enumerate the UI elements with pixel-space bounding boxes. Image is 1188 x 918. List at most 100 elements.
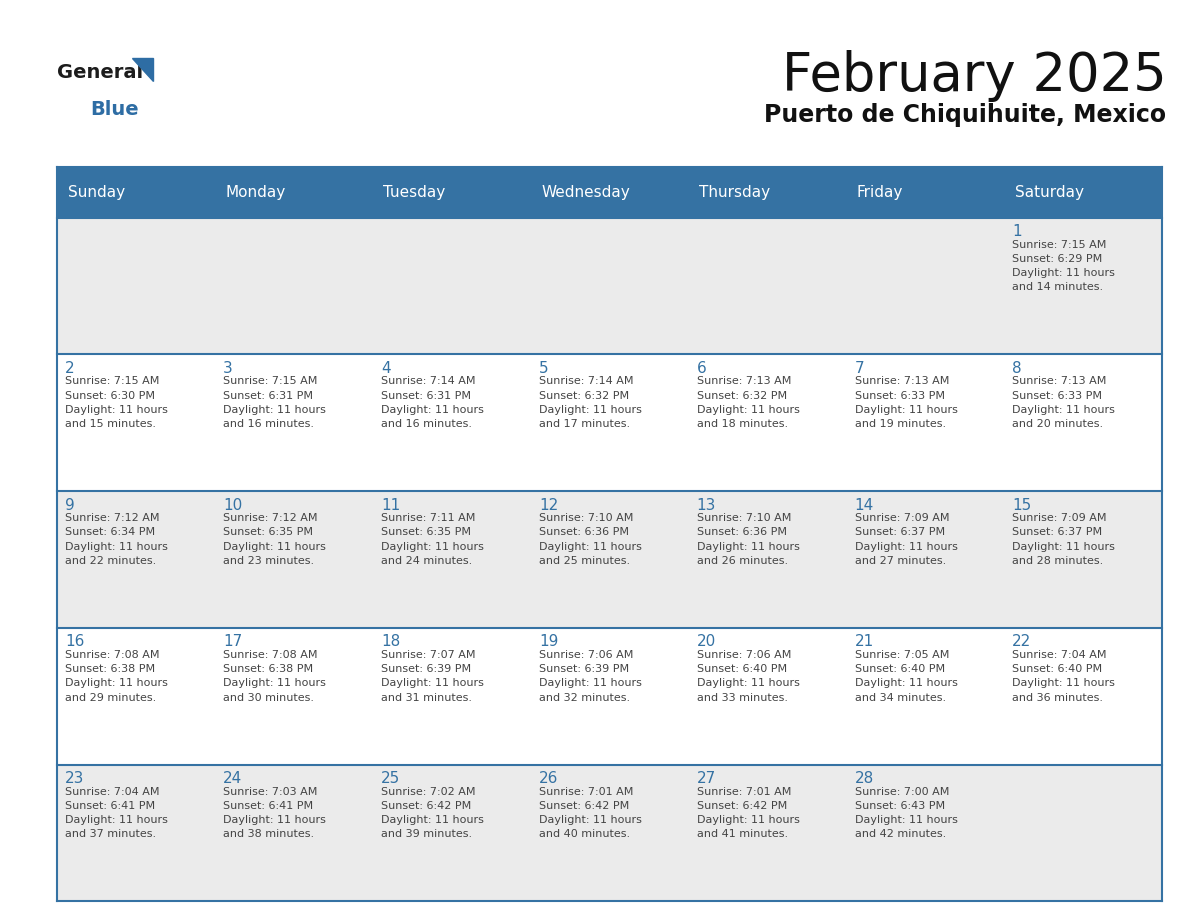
- Text: and 18 minutes.: and 18 minutes.: [696, 420, 788, 429]
- Text: and 37 minutes.: and 37 minutes.: [65, 830, 157, 839]
- Text: Daylight: 11 hours: Daylight: 11 hours: [854, 815, 958, 825]
- Text: 14: 14: [854, 498, 873, 512]
- Text: Daylight: 11 hours: Daylight: 11 hours: [65, 542, 169, 552]
- Text: 9: 9: [65, 498, 75, 512]
- Text: and 41 minutes.: and 41 minutes.: [696, 830, 788, 839]
- Text: Sunset: 6:42 PM: Sunset: 6:42 PM: [539, 800, 630, 811]
- Bar: [688, 167, 846, 218]
- Text: Sunset: 6:40 PM: Sunset: 6:40 PM: [1012, 665, 1102, 674]
- Text: 8: 8: [1012, 361, 1022, 375]
- Text: 12: 12: [539, 498, 558, 512]
- Text: Sunset: 6:31 PM: Sunset: 6:31 PM: [381, 391, 470, 400]
- Bar: [531, 167, 688, 218]
- Bar: [846, 167, 1004, 218]
- Bar: [57, 765, 1162, 901]
- Text: and 32 minutes.: and 32 minutes.: [539, 692, 630, 702]
- Text: and 24 minutes.: and 24 minutes.: [381, 556, 473, 565]
- Text: Daylight: 11 hours: Daylight: 11 hours: [381, 542, 484, 552]
- Text: 5: 5: [539, 361, 549, 375]
- Text: Sunset: 6:37 PM: Sunset: 6:37 PM: [1012, 527, 1102, 537]
- Text: Daylight: 11 hours: Daylight: 11 hours: [223, 815, 326, 825]
- Text: 22: 22: [1012, 634, 1031, 649]
- Text: 28: 28: [854, 771, 873, 786]
- Text: Sunset: 6:32 PM: Sunset: 6:32 PM: [696, 391, 786, 400]
- Text: and 22 minutes.: and 22 minutes.: [65, 556, 157, 565]
- Bar: [57, 167, 215, 218]
- Text: 19: 19: [539, 634, 558, 649]
- Text: Sunset: 6:38 PM: Sunset: 6:38 PM: [223, 665, 314, 674]
- Text: Daylight: 11 hours: Daylight: 11 hours: [65, 678, 169, 688]
- Text: Daylight: 11 hours: Daylight: 11 hours: [854, 678, 958, 688]
- Text: Sunrise: 7:13 AM: Sunrise: 7:13 AM: [696, 376, 791, 386]
- Text: Sunrise: 7:14 AM: Sunrise: 7:14 AM: [539, 376, 633, 386]
- Text: Sunrise: 7:08 AM: Sunrise: 7:08 AM: [65, 650, 160, 660]
- Text: 24: 24: [223, 771, 242, 786]
- Text: Wednesday: Wednesday: [542, 185, 630, 200]
- Bar: [215, 167, 373, 218]
- Text: 1: 1: [1012, 224, 1022, 239]
- Text: Sunrise: 7:09 AM: Sunrise: 7:09 AM: [854, 513, 949, 523]
- Text: and 23 minutes.: and 23 minutes.: [223, 556, 315, 565]
- Text: Sunrise: 7:10 AM: Sunrise: 7:10 AM: [539, 513, 633, 523]
- Text: Sunrise: 7:06 AM: Sunrise: 7:06 AM: [696, 650, 791, 660]
- Text: Daylight: 11 hours: Daylight: 11 hours: [381, 815, 484, 825]
- Text: Sunset: 6:30 PM: Sunset: 6:30 PM: [65, 391, 156, 400]
- Text: 6: 6: [696, 361, 707, 375]
- Bar: [57, 491, 1162, 628]
- Text: Sunset: 6:29 PM: Sunset: 6:29 PM: [1012, 254, 1102, 263]
- Text: 11: 11: [381, 498, 400, 512]
- Text: Daylight: 11 hours: Daylight: 11 hours: [696, 815, 800, 825]
- Text: February 2025: February 2025: [782, 50, 1167, 103]
- Text: Sunset: 6:36 PM: Sunset: 6:36 PM: [696, 527, 786, 537]
- Text: Sunrise: 7:08 AM: Sunrise: 7:08 AM: [223, 650, 317, 660]
- Text: Daylight: 11 hours: Daylight: 11 hours: [381, 405, 484, 415]
- Text: Sunrise: 7:13 AM: Sunrise: 7:13 AM: [1012, 376, 1107, 386]
- Text: Sunrise: 7:15 AM: Sunrise: 7:15 AM: [1012, 240, 1107, 250]
- Text: Daylight: 11 hours: Daylight: 11 hours: [696, 542, 800, 552]
- Text: Sunrise: 7:13 AM: Sunrise: 7:13 AM: [854, 376, 949, 386]
- Text: and 34 minutes.: and 34 minutes.: [854, 692, 946, 702]
- Text: Daylight: 11 hours: Daylight: 11 hours: [854, 542, 958, 552]
- Text: Blue: Blue: [90, 100, 139, 118]
- Text: and 36 minutes.: and 36 minutes.: [1012, 692, 1104, 702]
- Text: Sunrise: 7:00 AM: Sunrise: 7:00 AM: [854, 787, 949, 797]
- Text: 16: 16: [65, 634, 84, 649]
- Text: Daylight: 11 hours: Daylight: 11 hours: [65, 405, 169, 415]
- Text: Sunset: 6:33 PM: Sunset: 6:33 PM: [854, 391, 944, 400]
- Text: Sunrise: 7:15 AM: Sunrise: 7:15 AM: [223, 376, 317, 386]
- Text: Sunset: 6:31 PM: Sunset: 6:31 PM: [223, 391, 314, 400]
- Text: 18: 18: [381, 634, 400, 649]
- Text: and 33 minutes.: and 33 minutes.: [696, 692, 788, 702]
- Text: and 30 minutes.: and 30 minutes.: [223, 692, 314, 702]
- Text: Sunset: 6:42 PM: Sunset: 6:42 PM: [696, 800, 786, 811]
- Bar: [57, 218, 1162, 354]
- Text: Daylight: 11 hours: Daylight: 11 hours: [381, 678, 484, 688]
- Text: 20: 20: [696, 634, 716, 649]
- Text: Sunrise: 7:04 AM: Sunrise: 7:04 AM: [1012, 650, 1107, 660]
- Text: and 39 minutes.: and 39 minutes.: [381, 830, 472, 839]
- Text: Sunrise: 7:03 AM: Sunrise: 7:03 AM: [223, 787, 317, 797]
- Text: and 16 minutes.: and 16 minutes.: [223, 420, 314, 429]
- Text: Daylight: 11 hours: Daylight: 11 hours: [223, 678, 326, 688]
- Text: Sunrise: 7:14 AM: Sunrise: 7:14 AM: [381, 376, 475, 386]
- Text: Sunrise: 7:07 AM: Sunrise: 7:07 AM: [381, 650, 475, 660]
- Text: 2: 2: [65, 361, 75, 375]
- Text: Daylight: 11 hours: Daylight: 11 hours: [1012, 405, 1116, 415]
- Text: Daylight: 11 hours: Daylight: 11 hours: [539, 678, 642, 688]
- Text: Sunset: 6:34 PM: Sunset: 6:34 PM: [65, 527, 156, 537]
- Text: and 42 minutes.: and 42 minutes.: [854, 830, 946, 839]
- Text: and 38 minutes.: and 38 minutes.: [223, 830, 315, 839]
- Text: and 14 minutes.: and 14 minutes.: [1012, 283, 1104, 292]
- Text: and 17 minutes.: and 17 minutes.: [539, 420, 630, 429]
- Text: General: General: [57, 63, 143, 82]
- Text: 4: 4: [381, 361, 391, 375]
- Text: and 29 minutes.: and 29 minutes.: [65, 692, 157, 702]
- Text: Saturday: Saturday: [1015, 185, 1083, 200]
- Text: Tuesday: Tuesday: [384, 185, 446, 200]
- Text: 13: 13: [696, 498, 716, 512]
- Text: Sunset: 6:41 PM: Sunset: 6:41 PM: [223, 800, 314, 811]
- Text: and 28 minutes.: and 28 minutes.: [1012, 556, 1104, 565]
- Text: and 19 minutes.: and 19 minutes.: [854, 420, 946, 429]
- Text: and 27 minutes.: and 27 minutes.: [854, 556, 946, 565]
- Text: Sunset: 6:39 PM: Sunset: 6:39 PM: [539, 665, 628, 674]
